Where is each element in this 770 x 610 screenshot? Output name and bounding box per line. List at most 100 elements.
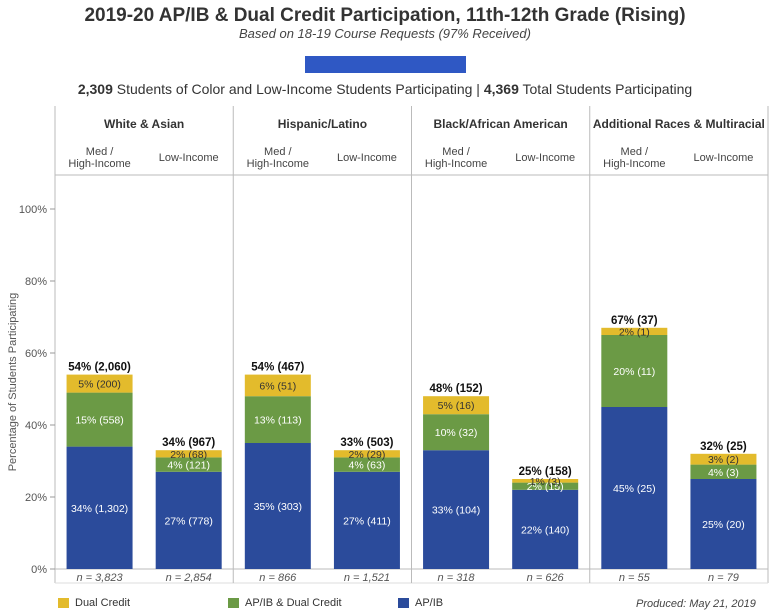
legend-item-apib: AP/IB (398, 597, 443, 609)
data-label-apib-dual-credit: 4% (121) (167, 460, 210, 472)
sample-size-label: n = 79 (708, 572, 739, 584)
total-text: Total Students Participating (518, 81, 693, 97)
y-tick-label: 80% (25, 276, 47, 288)
bar-segment-apib-dual-credit (690, 464, 757, 479)
sample-size-label: n = 866 (259, 572, 297, 584)
data-label-apib-dual-credit: 4% (63) (349, 460, 386, 472)
data-label-apib-dual-credit: 20% (11) (613, 366, 655, 378)
bar-segment-apib (601, 407, 668, 569)
subgroup-header: High-Income (247, 158, 309, 170)
legend-label-dual-credit: Dual Credit (75, 597, 131, 609)
legend-swatch-apib (398, 598, 409, 608)
bar-segment-dual-credit (512, 479, 579, 483)
bar-segment-apib-dual-credit (333, 457, 400, 472)
bar-total-label: 25% (158) (519, 466, 572, 478)
bar-total-label: 67% (37) (611, 315, 658, 327)
legend-item-dual-credit: Dual Credit (58, 597, 130, 609)
sample-size-label: n = 3,823 (76, 572, 123, 584)
legend-item-apib-dual-credit: AP/IB & Dual Credit (228, 597, 342, 609)
sample-size-label: n = 626 (527, 572, 565, 584)
bar-segment-apib (512, 489, 579, 569)
bar-total-label: 54% (2,060) (68, 362, 131, 374)
bar-total-label: 54% (467) (251, 362, 304, 374)
bar-segment-apib (66, 446, 133, 569)
y-tick-label: 20% (25, 492, 47, 504)
data-label-apib: 25% (20) (702, 519, 745, 531)
data-label-apib-dual-credit: 13% (113) (254, 415, 302, 427)
data-label-dual-credit: 2% (1) (619, 326, 650, 338)
produced-date: Produced: May 21, 2019 (636, 598, 756, 610)
group-header: Additional Races & Multiracial (593, 117, 765, 131)
bar-total-label: 32% (25) (700, 441, 747, 453)
subgroup-header: High-Income (68, 158, 130, 170)
data-label-dual-credit: 1% (3) (530, 476, 561, 488)
data-label-dual-credit: 3% (2) (708, 454, 739, 466)
bar-segment-apib (690, 479, 757, 569)
group-header: Hispanic/Latino (278, 117, 367, 131)
data-label-apib: 45% (25) (613, 483, 656, 495)
legend-label-apib-dual-credit: AP/IB & Dual Credit (245, 597, 342, 609)
bar-segment-apib (244, 443, 311, 569)
y-tick-label: 0% (31, 564, 47, 576)
legend-label-apib: AP/IB (415, 597, 444, 609)
bar-segment-apib (333, 471, 400, 569)
data-label-apib: 27% (411) (343, 515, 391, 527)
legend-swatch-dual-credit (58, 598, 69, 608)
data-label-dual-credit: 5% (200) (78, 379, 121, 391)
bar-segment-dual-credit (601, 327, 668, 335)
bar-segment-apib-dual-credit (601, 335, 668, 407)
bar-segment-apib-dual-credit (66, 392, 133, 447)
data-label-apib-dual-credit: 2% (15) (527, 481, 564, 493)
y-tick-label: 60% (25, 348, 47, 360)
bar-segment-apib-dual-credit (423, 414, 490, 451)
y-tick-label: 40% (25, 420, 47, 432)
bar-segment-apib (155, 471, 222, 569)
bar-segment-apib-dual-credit (155, 457, 222, 472)
data-label-apib-dual-credit: 4% (3) (708, 467, 739, 479)
y-tick-label: 100% (19, 204, 47, 216)
soc-count: 2,309 (77, 81, 113, 97)
group-header: White & Asian (104, 117, 184, 131)
subgroup-header: Low-Income (515, 152, 575, 164)
bar-segment-apib-dual-credit (512, 482, 579, 490)
subgroup-header: Low-Income (693, 152, 753, 164)
group-header: Black/African American (433, 117, 567, 131)
chart-subtitle: Based on 18-19 Course Requests (97% Rece… (239, 26, 531, 41)
subgroup-header: Med / (86, 146, 114, 158)
subgroup-header: Med / (264, 146, 292, 158)
soc-text: Students of Color and Low-Income Student… (112, 81, 484, 97)
y-axis-title: Percentage of Students Participating (7, 293, 19, 472)
data-label-apib: 33% (104) (432, 505, 480, 517)
bar-total-label: 33% (503) (340, 437, 393, 449)
chart-title: 2019-20 AP/IB & Dual Credit Participatio… (84, 5, 686, 26)
data-label-dual-credit: 6% (51) (259, 380, 296, 392)
sample-size-label: n = 318 (438, 572, 476, 584)
bar-segment-dual-credit (423, 396, 490, 415)
data-label-dual-credit: 2% (68) (170, 449, 207, 461)
bar-segment-dual-credit (244, 374, 311, 397)
bar-total-label: 48% (152) (430, 383, 483, 395)
subgroup-header: Med / (621, 146, 649, 158)
data-label-apib: 22% (140) (521, 524, 569, 536)
bar-segment-dual-credit (333, 450, 400, 458)
data-label-dual-credit: 5% (16) (438, 400, 475, 412)
legend-swatch-apib-dual-credit (228, 598, 239, 608)
bar-segment-dual-credit (155, 450, 222, 458)
bar-total-label: 34% (967) (162, 437, 215, 449)
sample-size-label: n = 55 (619, 572, 651, 584)
data-label-apib-dual-credit: 10% (32) (435, 427, 478, 439)
data-label-dual-credit: 2% (29) (349, 449, 386, 461)
data-label-apib-dual-credit: 15% (558) (75, 415, 123, 427)
participation-summary: 2,309 Students of Color and Low-Income S… (0, 81, 770, 97)
subgroup-header: Med / (442, 146, 470, 158)
data-label-apib: 35% (303) (254, 501, 302, 513)
sample-size-label: n = 2,854 (166, 572, 212, 584)
subgroup-header: High-Income (603, 158, 665, 170)
bar-segment-apib-dual-credit (244, 396, 311, 443)
bar-segment-dual-credit (66, 374, 133, 393)
subgroup-header: Low-Income (337, 152, 397, 164)
subgroup-header: Low-Income (159, 152, 219, 164)
total-count: 4,369 (483, 81, 519, 97)
subgroup-header: High-Income (425, 158, 487, 170)
